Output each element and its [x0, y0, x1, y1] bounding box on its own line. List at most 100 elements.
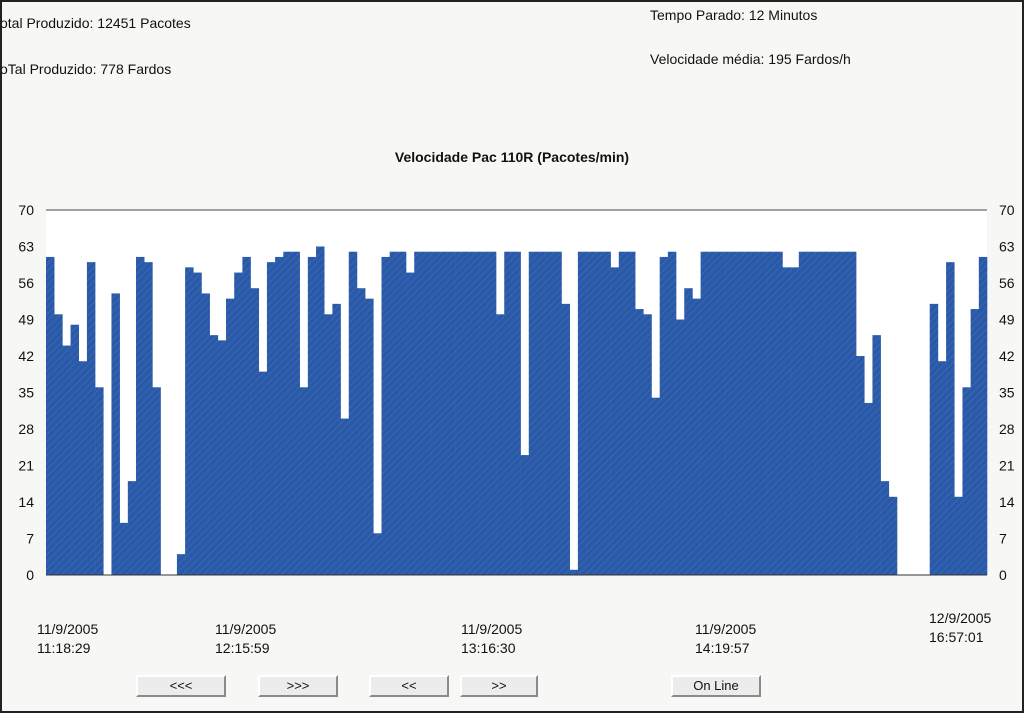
total-produzido-fardos: oTal Produzido: 778 Fardos: [0, 61, 172, 77]
bar: [659, 256, 669, 575]
bar: [348, 251, 358, 575]
bar: [209, 335, 219, 575]
bar: [258, 371, 268, 575]
bar: [299, 387, 309, 575]
last-page-button[interactable]: >>>: [258, 675, 338, 697]
total-produzido-pacotes: otal Produzido: 12451 Pacotes: [0, 15, 191, 31]
previous-button[interactable]: <<: [369, 675, 449, 697]
y-tick-label-left: 56: [18, 275, 34, 291]
bar: [847, 251, 857, 575]
bar: [888, 496, 898, 575]
y-tick-label-left: 63: [18, 239, 34, 255]
bar: [234, 272, 243, 575]
bar: [479, 251, 489, 575]
bar: [618, 251, 628, 575]
bar: [504, 251, 513, 575]
bar: [316, 246, 325, 575]
bar: [970, 309, 980, 575]
bar: [594, 251, 603, 575]
bar: [700, 251, 710, 575]
bar: [242, 256, 251, 575]
y-tick-label-left: 70: [18, 202, 34, 218]
bar: [725, 251, 734, 575]
bar: [250, 288, 260, 575]
bar: [569, 569, 579, 575]
bar: [487, 251, 497, 575]
bar: [667, 251, 677, 575]
bar: [643, 314, 652, 575]
bar: [144, 262, 153, 575]
y-tick-label-right: 42: [999, 348, 1015, 364]
bar: [561, 303, 570, 575]
bar: [545, 251, 554, 575]
x-label-4-date: 11/9/2005: [695, 621, 757, 637]
bar: [553, 251, 562, 575]
bar: [226, 298, 235, 575]
y-tick-label-left: 21: [18, 458, 34, 474]
y-tick-label-left: 14: [18, 494, 34, 510]
bar: [54, 314, 63, 575]
y-tick-label-right: 28: [999, 421, 1015, 437]
y-tick-label-right: 7: [999, 531, 1007, 547]
bar: [62, 345, 71, 575]
x-label-5-date: 12/9/2005: [929, 610, 992, 626]
bar: [978, 256, 988, 575]
bar: [136, 256, 145, 575]
bar: [946, 262, 955, 575]
bar: [406, 272, 415, 575]
bar: [496, 314, 505, 575]
first-page-button[interactable]: <<<: [136, 675, 226, 697]
bar: [937, 361, 947, 575]
bar: [176, 554, 186, 575]
bar: [626, 251, 636, 575]
online-button[interactable]: On Line: [671, 675, 761, 697]
y-tick-label-left: 28: [18, 421, 34, 437]
bar: [635, 309, 644, 575]
bar: [872, 335, 881, 575]
bar: [610, 267, 620, 575]
x-label-3-time: 13:16:30: [461, 640, 516, 656]
y-tick-label-left: 49: [18, 312, 34, 328]
y-tick-label-right: 63: [999, 239, 1015, 255]
bar: [463, 251, 472, 575]
bar: [774, 251, 783, 575]
bar: [430, 251, 440, 575]
bar: [332, 303, 341, 575]
bar: [185, 267, 194, 575]
bar: [880, 481, 890, 575]
bar: [78, 361, 88, 575]
bar: [397, 251, 407, 575]
y-tick-label-right: 35: [999, 385, 1015, 401]
bar: [602, 251, 611, 575]
bar: [929, 303, 939, 575]
bar: [831, 251, 841, 575]
bar: [798, 251, 808, 575]
bar: [46, 256, 55, 575]
bar: [708, 251, 718, 575]
bar: [455, 251, 464, 575]
bar: [864, 402, 873, 575]
y-tick-label-left: 35: [18, 385, 34, 401]
bar: [528, 251, 538, 575]
bar: [152, 387, 161, 575]
bar: [806, 251, 816, 575]
bar: [651, 397, 660, 575]
bar: [307, 256, 317, 575]
next-button[interactable]: >>: [460, 675, 538, 697]
bar: [356, 288, 366, 575]
bar: [512, 251, 521, 575]
bar: [340, 418, 350, 575]
bar: [389, 251, 399, 575]
bar: [422, 251, 431, 575]
bar: [536, 251, 546, 575]
bar: [70, 324, 80, 575]
x-label-1-date: 11/9/2005: [37, 621, 99, 637]
velocidade-media: Velocidade média: 195 Fardos/h: [650, 51, 851, 67]
y-tick-label-left: 7: [26, 531, 34, 547]
bar: [438, 251, 448, 575]
y-tick-label-right: 21: [999, 458, 1015, 474]
bar: [962, 387, 971, 575]
chart-title: Velocidade Pac 110R (Pacotes/min): [394, 149, 630, 165]
bar: [119, 522, 129, 575]
